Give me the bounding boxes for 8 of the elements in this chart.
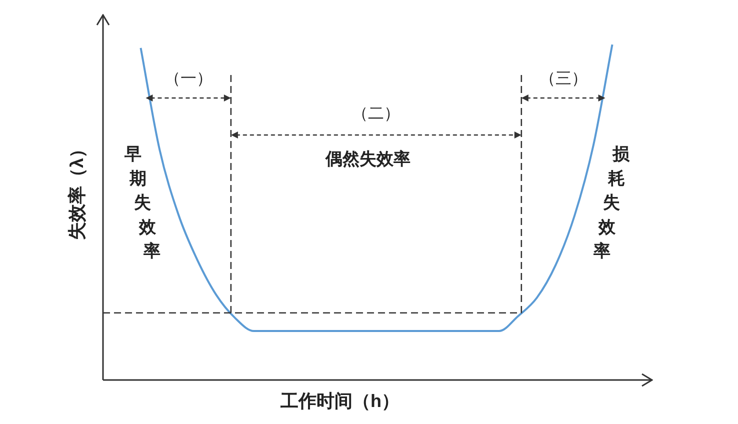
x-axis-title: 工作时间（h） (280, 390, 400, 411)
annotation: 偶然失效率 (324, 150, 411, 169)
annotation: （二） (352, 105, 400, 122)
y-axis-title: 失效率（λ） (66, 140, 87, 240)
annotation: （一） (164, 70, 212, 88)
annotation: 早期失效率 (124, 144, 160, 261)
annotation: 损耗失效率 (592, 144, 630, 261)
annotation: （三） (539, 70, 588, 88)
